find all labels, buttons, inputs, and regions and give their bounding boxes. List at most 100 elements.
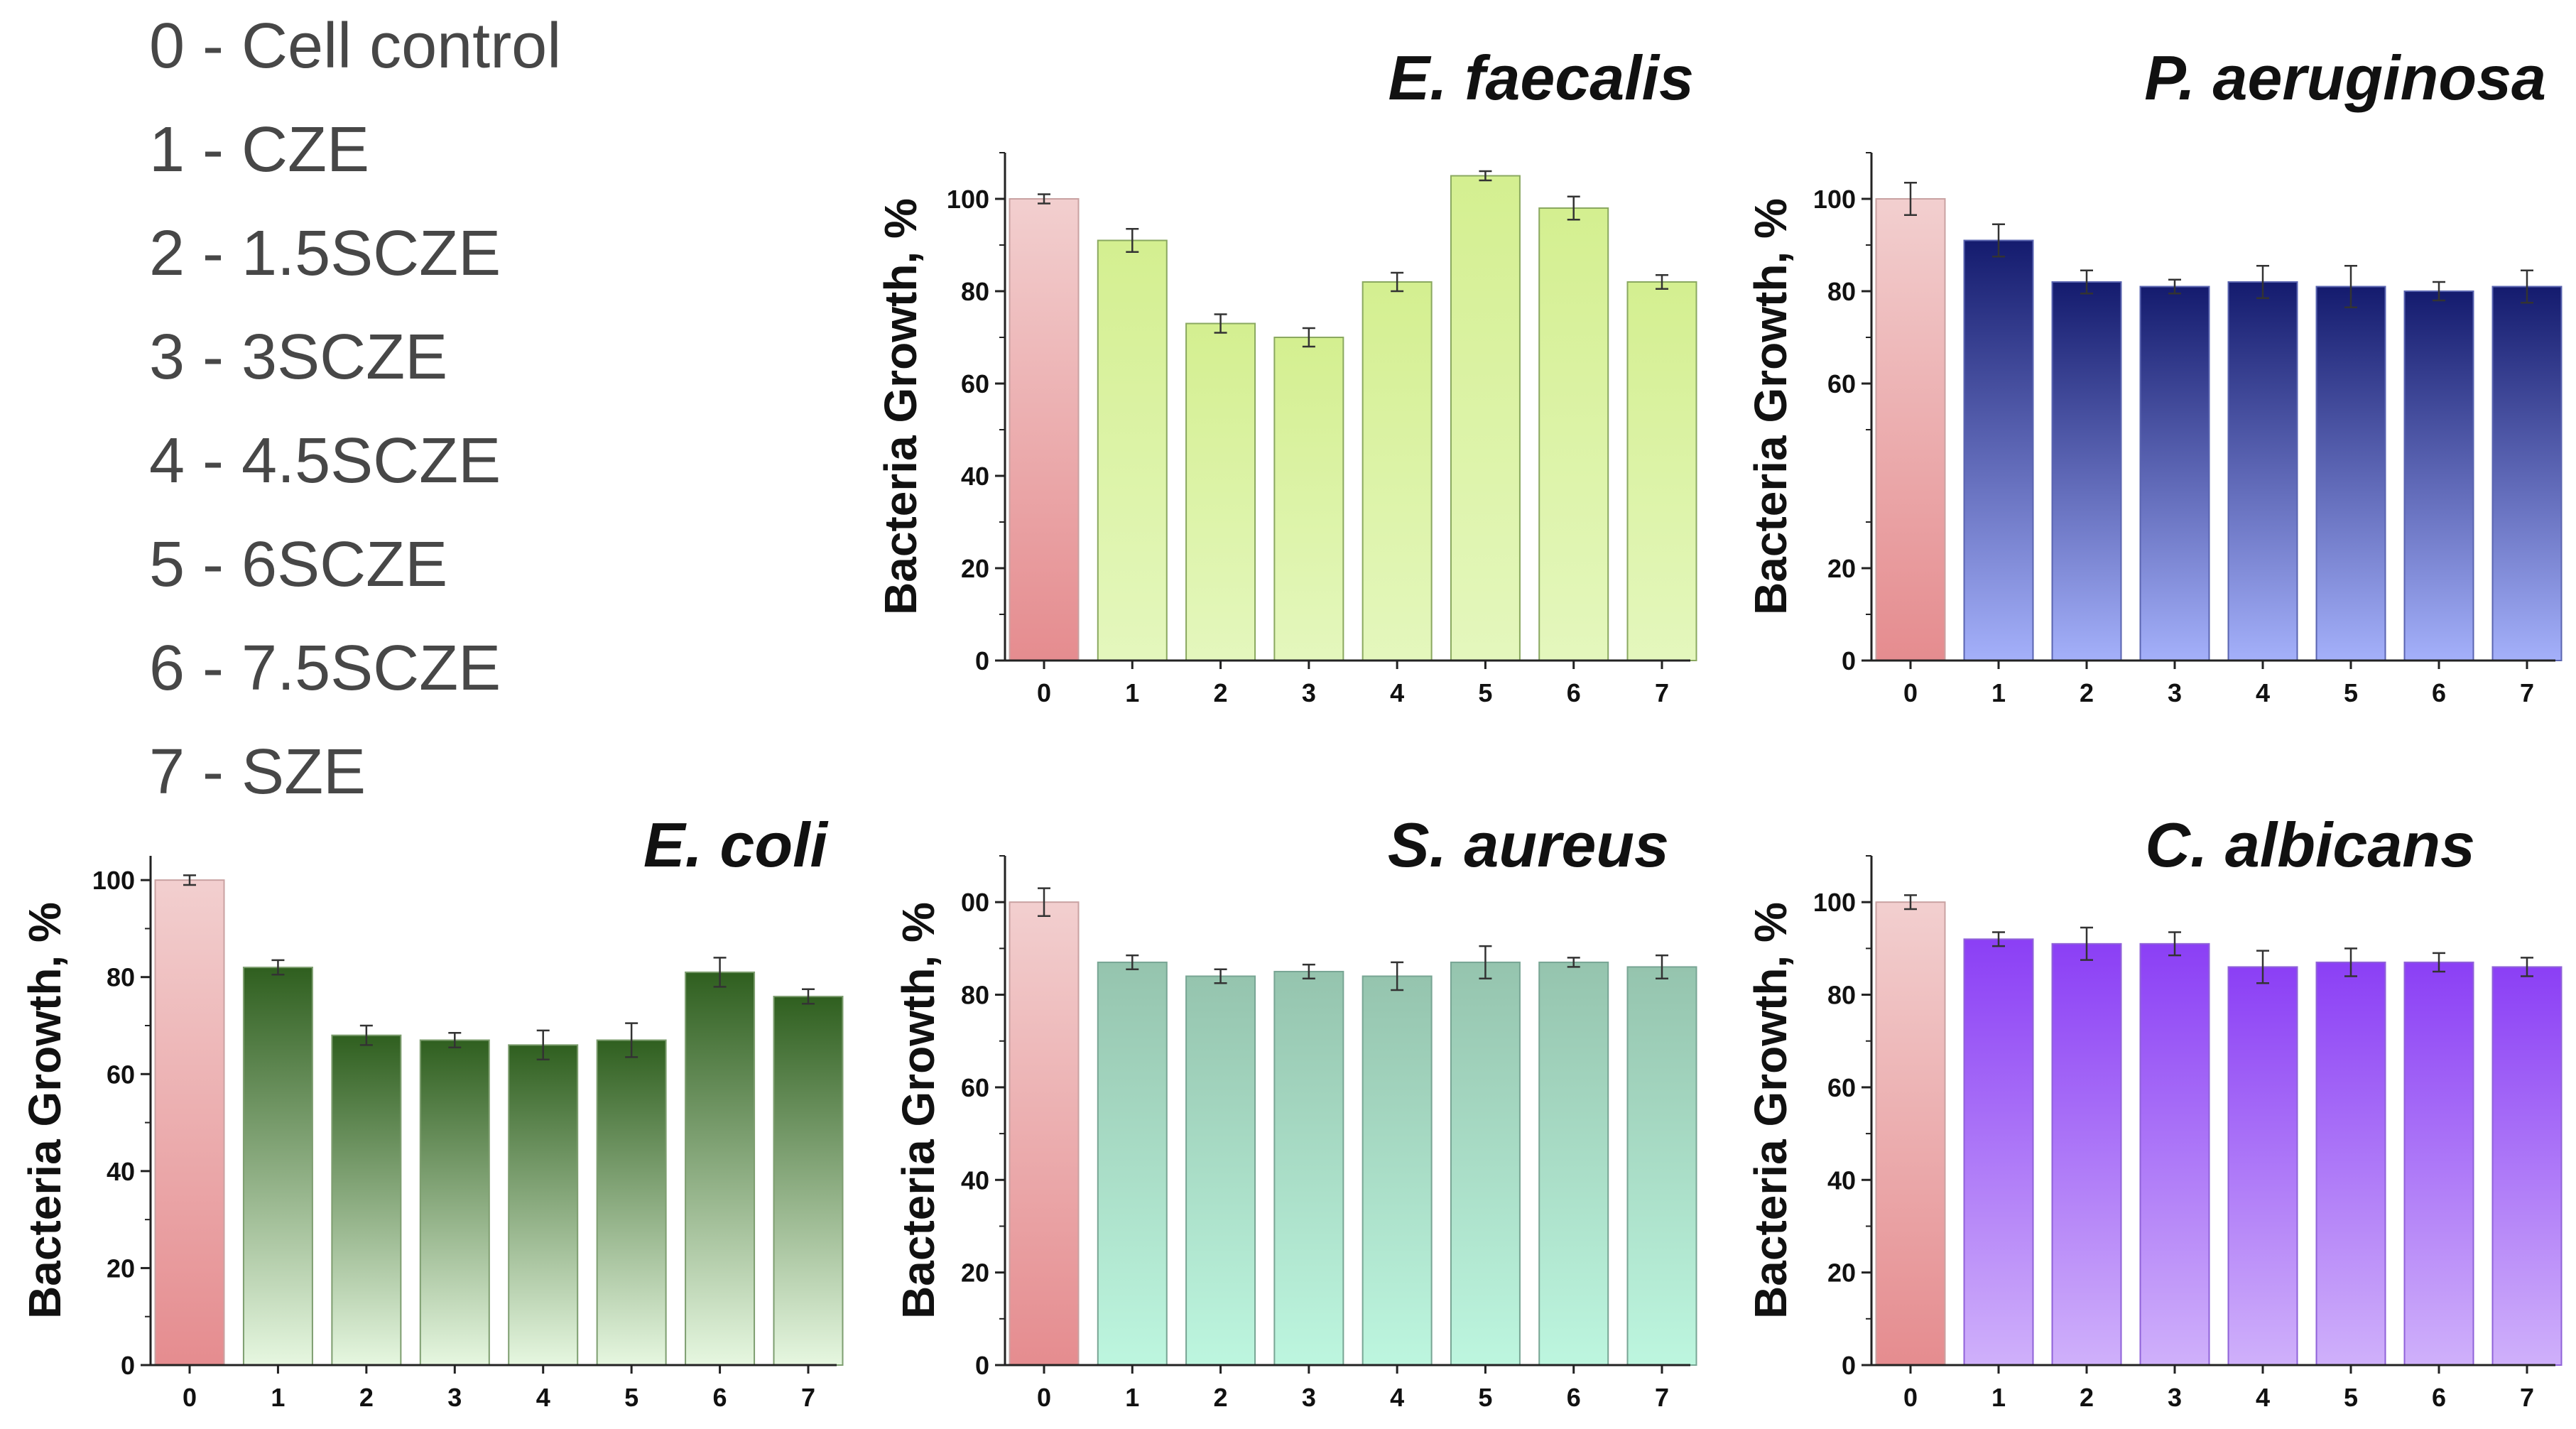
y-tick-label: 0 [1842,1351,1856,1380]
bar-6 [685,971,756,1366]
bar-5 [2315,961,2386,1366]
x-tick-label: 4 [2256,678,2270,707]
bar-2 [1185,975,1256,1366]
y-tick-label: 20 [1827,1259,1856,1288]
x-tick-label: 5 [624,1383,638,1412]
bar-4 [1362,975,1433,1366]
y-tick-label: 20 [107,1254,135,1283]
y-tick-label: 40 [1827,1166,1856,1195]
x-tick-label: 2 [2080,678,2094,707]
y-tick-label: 80 [1827,981,1856,1010]
legend-item: 1 - CZE [149,114,370,185]
bar-4 [2227,281,2298,661]
x-tick-label: 2 [1214,1383,1228,1412]
chart-title: S. aureus [1388,810,1669,880]
bar-3 [1273,337,1344,661]
bar-1 [1097,961,1168,1366]
x-tick-label: 6 [2432,1383,2446,1412]
x-tick-label: 4 [2256,1383,2270,1412]
bar-3 [2139,942,2210,1366]
x-tick-label: 1 [1125,1383,1139,1412]
y-tick-label: 40 [961,1166,989,1195]
y-tick-label: 100 [92,866,135,895]
x-tick-label: 0 [1903,678,1918,707]
y-tick-label: 80 [107,963,135,992]
x-tick-label: 2 [1214,678,1228,707]
y-tick-label: 100 [947,185,989,214]
y-tick-label: 60 [961,369,989,398]
y-tick-label: 0 [975,1351,989,1380]
y-tick-label: 60 [1827,1073,1856,1102]
legend-item: 0 - Cell control [149,11,562,82]
bar-5 [1450,175,1521,661]
x-tick-label: 1 [1125,678,1139,707]
legend-item: 4 - 4.5SCZE [149,425,501,496]
x-tick-label: 5 [2344,678,2358,707]
x-tick-label: 1 [1991,1383,2006,1412]
bar-0 [1009,198,1080,661]
bar-7 [2491,966,2563,1366]
x-tick-label: 2 [2080,1383,2094,1412]
x-tick-label: 7 [801,1383,815,1412]
x-tick-label: 1 [1991,678,2006,707]
bar-1 [1963,938,2034,1366]
y-axis-label: Bacteria Growth, % [893,902,944,1319]
y-tick-label: 80 [961,277,989,306]
chart-title: E. faecalis [1388,43,1694,113]
bar-4 [2227,966,2298,1366]
y-tick-label: 20 [961,554,989,583]
y-axis-label: Bacteria Growth, % [19,902,70,1319]
x-tick-label: 4 [1390,678,1404,707]
y-tick-label: 20 [1827,554,1856,583]
bar-6 [2403,961,2474,1366]
x-tick-label: 0 [1037,678,1051,707]
y-tick-label: 80 [961,981,989,1010]
x-tick-label: 3 [447,1383,462,1412]
bar-1 [1963,239,2034,661]
y-tick-label: 80 [1827,277,1856,306]
x-tick-label: 3 [2168,1383,2182,1412]
y-tick-label: 60 [961,1073,989,1102]
bar-0 [154,879,225,1366]
y-tick-label: 0 [121,1351,135,1380]
x-tick-label: 5 [1478,1383,1492,1412]
y-tick-label: 20 [961,1259,989,1288]
x-tick-label: 5 [2344,1383,2358,1412]
legend-item: 3 - 3SCZE [149,322,448,393]
x-tick-label: 0 [1037,1383,1051,1412]
bar-7 [1626,281,1697,661]
y-tick-label: 0 [1842,646,1856,675]
y-tick-label: 40 [107,1157,135,1186]
x-tick-label: 5 [1478,678,1492,707]
bar-0 [1875,198,1946,661]
x-tick-label: 6 [713,1383,727,1412]
legend-item: 5 - 6SCZE [149,529,448,600]
bar-0 [1875,901,1946,1366]
x-tick-label: 3 [2168,678,2182,707]
y-tick-label: 60 [1827,369,1856,398]
bar-3 [2139,286,2210,661]
bar-2 [2051,942,2122,1366]
bar-5 [2315,286,2386,661]
chart-title: C. albicans [2145,810,2475,880]
x-tick-label: 0 [1903,1383,1918,1412]
x-tick-label: 2 [359,1383,374,1412]
legend-item: 7 - SZE [149,737,366,808]
bar-5 [1450,961,1521,1366]
chart-title: P. aeruginosa [2144,43,2546,113]
y-axis-label: Bacteria Growth, % [1745,902,1796,1319]
y-tick-label: 0 [975,646,989,675]
x-tick-label: 3 [1302,1383,1316,1412]
x-tick-label: 3 [1302,678,1316,707]
y-tick-label: 60 [107,1060,135,1089]
x-tick-label: 6 [1567,1383,1581,1412]
